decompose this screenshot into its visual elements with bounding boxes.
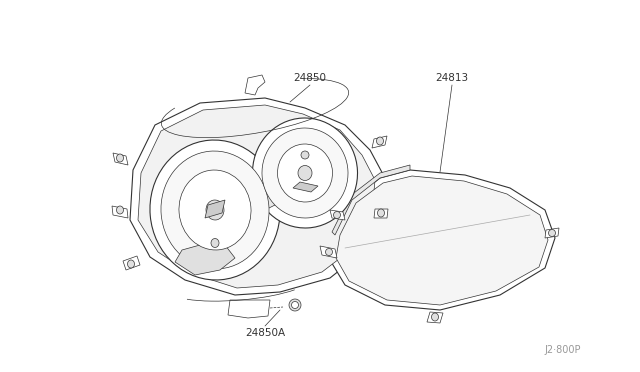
Polygon shape	[138, 105, 375, 288]
Ellipse shape	[431, 313, 438, 321]
Ellipse shape	[376, 137, 383, 145]
Ellipse shape	[150, 140, 280, 280]
Polygon shape	[112, 206, 128, 218]
Text: 24850: 24850	[294, 73, 326, 83]
Ellipse shape	[253, 118, 358, 228]
Polygon shape	[427, 312, 443, 323]
Polygon shape	[372, 136, 387, 148]
Ellipse shape	[298, 166, 312, 180]
Polygon shape	[175, 245, 235, 275]
Text: 24813: 24813	[435, 73, 468, 83]
Polygon shape	[130, 98, 385, 295]
Ellipse shape	[262, 128, 348, 218]
Ellipse shape	[127, 260, 134, 268]
Polygon shape	[330, 210, 345, 220]
Polygon shape	[293, 182, 318, 192]
Ellipse shape	[333, 212, 340, 218]
Ellipse shape	[291, 301, 298, 308]
Polygon shape	[320, 246, 337, 258]
Ellipse shape	[211, 238, 219, 247]
Polygon shape	[113, 153, 128, 165]
Polygon shape	[205, 200, 225, 218]
Text: 24850A: 24850A	[245, 328, 285, 338]
Ellipse shape	[326, 248, 333, 256]
Ellipse shape	[116, 154, 124, 162]
Polygon shape	[374, 209, 388, 218]
Text: J2·800P: J2·800P	[545, 345, 582, 355]
Ellipse shape	[548, 230, 556, 237]
Polygon shape	[123, 256, 140, 270]
Polygon shape	[336, 176, 548, 305]
Ellipse shape	[301, 151, 309, 159]
Polygon shape	[330, 170, 555, 310]
Ellipse shape	[161, 151, 269, 269]
Ellipse shape	[378, 209, 385, 217]
Ellipse shape	[206, 200, 224, 220]
Polygon shape	[332, 165, 410, 235]
Ellipse shape	[116, 206, 124, 214]
Ellipse shape	[278, 144, 333, 202]
Polygon shape	[245, 75, 265, 95]
Polygon shape	[545, 228, 559, 238]
Ellipse shape	[289, 299, 301, 311]
Polygon shape	[228, 300, 270, 318]
Ellipse shape	[179, 170, 251, 250]
Polygon shape	[255, 175, 285, 210]
